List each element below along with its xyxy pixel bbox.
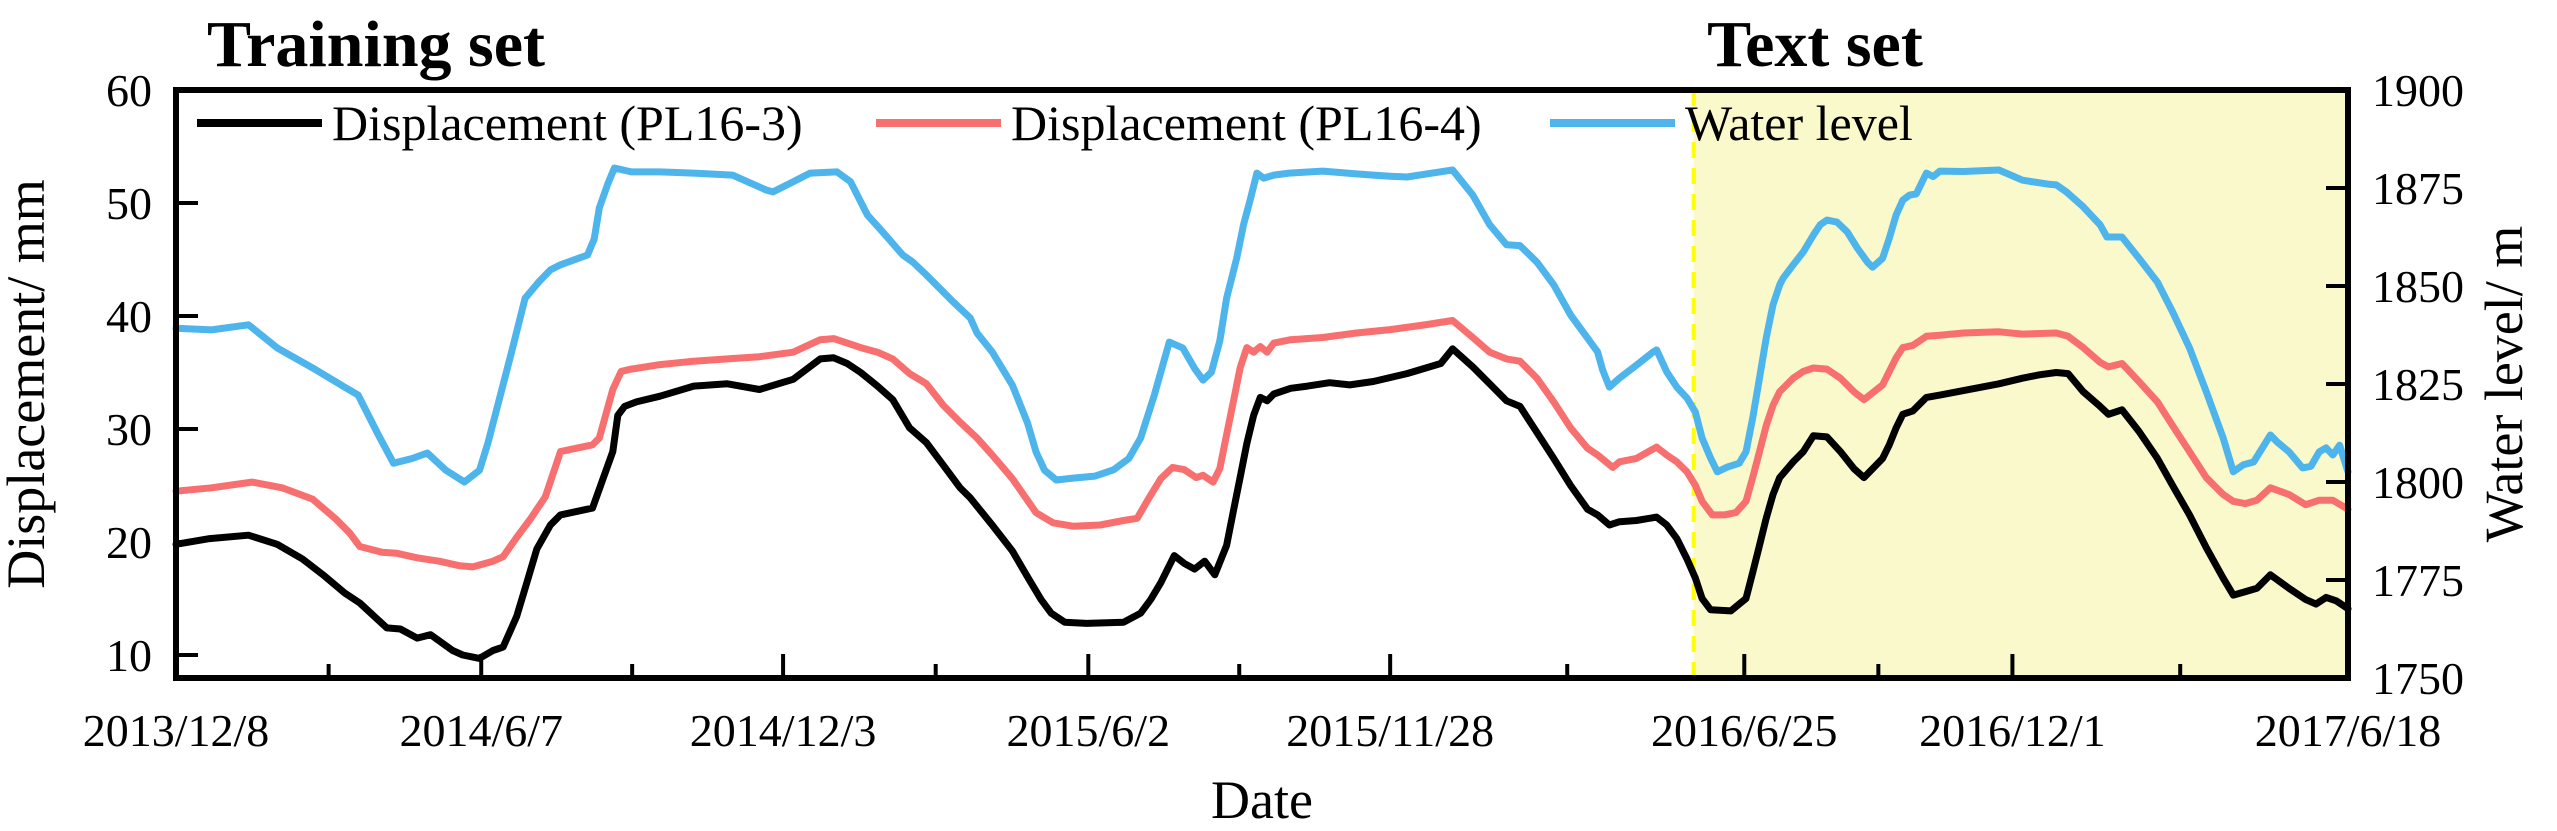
y-left-tick-label: 60 — [106, 65, 152, 116]
x-tick-label: 2014/6/7 — [399, 705, 563, 756]
x-tick-label: 2017/6/18 — [2255, 705, 2442, 756]
y-right-tick-label: 1900 — [2372, 65, 2464, 116]
test-region-layer — [1691, 90, 2348, 678]
x-tick-label: 2016/6/25 — [1651, 705, 1838, 756]
legend-label-pl16-4: Displacement (PL16-4) — [1011, 95, 1482, 151]
test-set-title: Text set — [1707, 8, 1923, 81]
x-tick-label: 2014/12/3 — [690, 705, 877, 756]
y-left-tick-label: 30 — [106, 404, 152, 455]
y-right-tick-label: 1750 — [2372, 653, 2464, 704]
series-line-water-level — [172, 164, 2352, 486]
y-right-tick-label: 1875 — [2372, 163, 2464, 214]
training-set-title: Training set — [207, 8, 545, 81]
y-right-tick-label: 1800 — [2372, 457, 2464, 508]
legend-label-water-level: Water level — [1685, 95, 1913, 151]
series-line-displacement-pl16-3 — [172, 345, 2352, 662]
y-left-tick-label: 40 — [106, 291, 152, 342]
x-tick-label: 2015/11/28 — [1286, 705, 1494, 756]
axis-frame-layer — [173, 87, 2351, 681]
y-right-tick-label: 1825 — [2372, 359, 2464, 410]
x-tick-label: 2015/6/2 — [1007, 705, 1171, 756]
y-right-tick-label: 1850 — [2372, 261, 2464, 312]
legend: Displacement (PL16-3) Displacement (PL16… — [197, 95, 1913, 151]
test-region-band — [1693, 90, 2348, 678]
tick-label-layer: 10 20 30 40 50 60 1750 1775 1800 1825 1850 1875 1900… — [83, 65, 2464, 756]
x-axis-title: Date — [1211, 770, 1313, 830]
series-layer — [172, 164, 2352, 662]
series-line-displacement-pl16-4 — [172, 317, 2352, 571]
y-axis-right-title: Water level/ m — [2474, 226, 2534, 543]
y-right-tick-label: 1775 — [2372, 555, 2464, 606]
x-tick-label: 2016/12/1 — [1919, 705, 2106, 756]
y-axis-left-title: Displacement/ mm — [0, 179, 56, 588]
x-tick-label: 2013/12/8 — [83, 705, 270, 756]
y-left-tick-label: 50 — [106, 178, 152, 229]
y-left-tick-label: 20 — [106, 517, 152, 568]
y-left-tick-label: 10 — [106, 630, 152, 681]
legend-label-pl16-3: Displacement (PL16-3) — [332, 95, 803, 151]
